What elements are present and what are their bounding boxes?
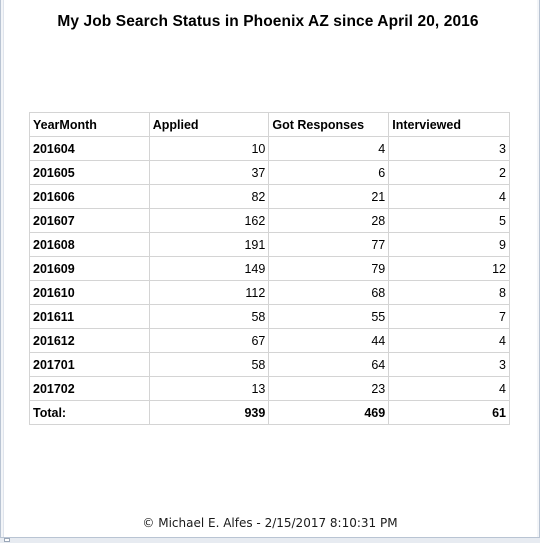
cell-yearmonth: 201612	[29, 328, 150, 353]
cell-yearmonth: 201608	[29, 232, 150, 257]
cell-got-responses: 21	[268, 184, 390, 209]
cell-got-responses: 68	[268, 280, 390, 305]
cell-yearmonth: 201609	[29, 256, 150, 281]
cell-yearmonth: 201702	[29, 376, 150, 401]
cell-interviewed: 4	[388, 376, 510, 401]
cell-applied: 58	[148, 304, 270, 329]
cell-applied: 37	[148, 160, 270, 185]
cell-interviewed: 2	[388, 160, 510, 185]
cell-got-responses: 44	[268, 328, 390, 353]
cell-interviewed: 5	[388, 208, 510, 233]
cell-yearmonth: 201701	[29, 352, 150, 377]
cell-applied: 112	[148, 280, 270, 305]
table-row: 201606 82 21 4	[29, 184, 510, 209]
cell-yearmonth: 201606	[29, 184, 150, 209]
column-header-applied: Applied	[148, 112, 270, 137]
cell-applied: 149	[148, 256, 270, 281]
table-row: 201610 112 68 8	[29, 280, 510, 305]
table-row: 201605 37 6 2	[29, 160, 510, 185]
column-header-yearmonth: YearMonth	[29, 112, 150, 137]
window-bottom-border	[0, 537, 540, 543]
cell-yearmonth: 201611	[29, 304, 150, 329]
table-row: 201608 191 77 9	[29, 232, 510, 257]
table-row: 201604 10 4 3	[29, 136, 510, 161]
table-row: 201702 13 23 4	[29, 376, 510, 401]
cell-got-responses: 79	[268, 256, 390, 281]
cell-got-responses: 4	[268, 136, 390, 161]
page-title: My Job Search Status in Phoenix AZ since…	[57, 13, 479, 30]
cell-got-responses: 28	[268, 208, 390, 233]
table-row: 201612 67 44 4	[29, 328, 510, 353]
cell-yearmonth: 201610	[29, 280, 150, 305]
cell-interviewed: 12	[388, 256, 510, 281]
cell-applied: 10	[148, 136, 270, 161]
scrollbar-corner	[4, 538, 10, 542]
cell-interviewed: 4	[388, 184, 510, 209]
cell-applied: 82	[148, 184, 270, 209]
cell-applied: 162	[148, 208, 270, 233]
cell-applied: 13	[148, 376, 270, 401]
copyright-footer: © Michael E. Alfes - 2/15/2017 8:10:31 P…	[142, 516, 398, 530]
cell-interviewed: 9	[388, 232, 510, 257]
table-header-row: YearMonth Applied Got Responses Intervie…	[29, 112, 510, 137]
cell-interviewed: 3	[388, 352, 510, 377]
cell-got-responses: 77	[268, 232, 390, 257]
table-row: 201701 58 64 3	[29, 352, 510, 377]
cell-applied: 58	[148, 352, 270, 377]
cell-interviewed: 8	[388, 280, 510, 305]
cell-interviewed: 4	[388, 328, 510, 353]
table-row: 201607 162 28 5	[29, 208, 510, 233]
total-got-responses: 469	[268, 400, 390, 425]
job-search-table: YearMonth Applied Got Responses Intervie…	[29, 112, 510, 425]
total-interviewed: 61	[388, 400, 510, 425]
cell-got-responses: 64	[268, 352, 390, 377]
cell-yearmonth: 201607	[29, 208, 150, 233]
cell-got-responses: 6	[268, 160, 390, 185]
total-label: Total:	[29, 400, 150, 425]
cell-yearmonth: 201605	[29, 160, 150, 185]
cell-interviewed: 3	[388, 136, 510, 161]
total-applied: 939	[148, 400, 270, 425]
window-left-border	[0, 0, 4, 537]
cell-yearmonth: 201604	[29, 136, 150, 161]
cell-got-responses: 55	[268, 304, 390, 329]
table-row: 201609 149 79 12	[29, 256, 510, 281]
total-row: Total: 939 469 61	[29, 400, 510, 425]
cell-applied: 191	[148, 232, 270, 257]
column-header-got-responses: Got Responses	[268, 112, 390, 137]
cell-got-responses: 23	[268, 376, 390, 401]
table-row: 201611 58 55 7	[29, 304, 510, 329]
cell-interviewed: 7	[388, 304, 510, 329]
cell-applied: 67	[148, 328, 270, 353]
column-header-interviewed: Interviewed	[388, 112, 510, 137]
